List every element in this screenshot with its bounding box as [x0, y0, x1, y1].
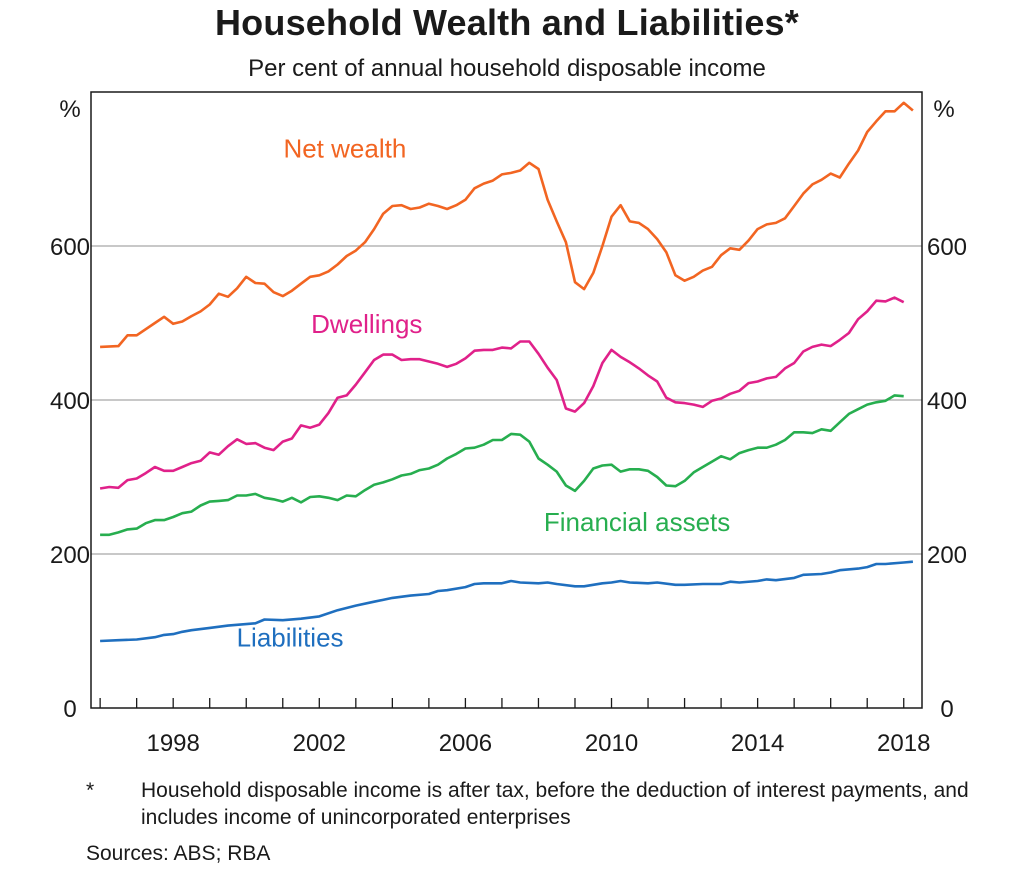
series-line-liabilities	[100, 560, 914, 643]
series-lines	[99, 101, 914, 643]
series-label-liabilities: Liabilities	[237, 622, 344, 652]
y-unit-right: %	[933, 96, 954, 123]
series-label-financial-assets: Financial assets	[544, 507, 730, 537]
gridlines	[91, 245, 922, 555]
x-tick-label: 2014	[731, 730, 784, 757]
y-unit-left: %	[59, 96, 80, 123]
y-axis-ticks: 0 0 200 200 400 400 600 600	[50, 234, 967, 723]
x-tick-label: 2002	[293, 730, 346, 757]
series-labels: Net wealth Dwellings Financial assets Liabi…	[237, 133, 731, 652]
x-tick-label: 1998	[146, 730, 199, 757]
y-tick-label-right: 200	[927, 542, 967, 569]
y-tick-label-right: 0	[940, 696, 953, 723]
y-tick-label-left: 600	[50, 234, 90, 261]
y-tick-label-left: 400	[50, 388, 90, 415]
y-tick-label-right: 400	[927, 388, 967, 415]
series-line-dwellings	[99, 296, 905, 490]
x-axis-ticks: 1998 2002 2006 2010 2014 2018	[99, 698, 930, 757]
x-tick-label: 2018	[877, 730, 930, 757]
chart-title: Household Wealth and Liabilities*	[214, 2, 799, 43]
chart-subtitle: Per cent of annual household disposable …	[248, 55, 766, 82]
x-tick-label: 2010	[585, 730, 638, 757]
series-line-financial-assets	[100, 394, 904, 537]
y-tick-label-right: 600	[927, 234, 967, 261]
series-line-net-wealth	[100, 101, 914, 349]
y-tick-label-left: 0	[63, 696, 76, 723]
x-tick-label: 2006	[439, 730, 492, 757]
footnote-marker: *	[86, 779, 95, 802]
plot-frame	[90, 91, 923, 709]
sources-note: Sources: ABS; RBA	[86, 842, 271, 865]
series-label-net-wealth: Net wealth	[283, 133, 406, 163]
y-tick-label-left: 200	[50, 542, 90, 569]
series-label-dwellings: Dwellings	[311, 309, 422, 339]
footnote-text: Household disposable income is after tax…	[141, 779, 969, 829]
